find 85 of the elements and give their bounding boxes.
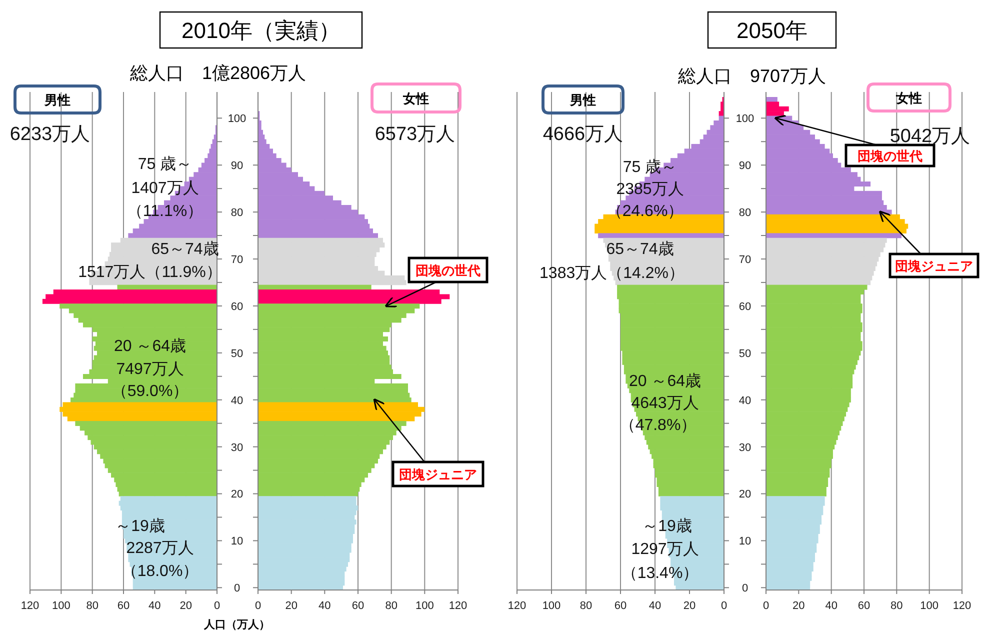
annotation: 6573万人 [374,124,456,145]
x-tick-label: 0 [720,600,728,612]
chart-subtitle: 総人口 9707万人 [676,66,826,86]
x-tick-label: 100 [52,600,70,612]
annotation: （13.4%） [621,565,699,582]
annotation: 4666万人 [542,124,624,145]
x-tick-label: 40 [318,600,331,612]
x-tick-label: 20 [792,600,805,612]
annotation: 団塊の世代 [416,263,480,278]
x-tick-label: 60 [352,600,364,612]
annotation: 20 ～64歳 [114,337,186,355]
annotation: 男性 [569,92,596,108]
x-tick-label: 100 [920,600,939,612]
x-tick-label: 0 [254,600,262,612]
annotation: 6233万人 [10,124,90,145]
y-tick-label: 40 [738,394,752,407]
annotation: （18.0%） [121,563,199,580]
y-tick-label: 40 [230,394,244,407]
annotation: ～19歳 [115,517,165,535]
y-tick-label: 50 [230,348,244,360]
chart-subtitle: 総人口 1億2806万人 [128,63,306,83]
annotation: 75 歳～ [138,155,192,173]
annotation: 5042万人 [890,126,970,147]
x-tick-label: 40 [148,600,161,612]
annotation: 団塊の世代 [858,148,922,164]
y-tick-label: 0 [742,582,748,595]
x-tick-label: 100 [415,600,434,612]
x-tick-label: 0 [762,600,770,612]
annotation: 1407万人 [131,180,199,197]
x-tick-label: 60 [858,600,870,612]
x-tick-label: 80 [580,600,592,612]
x-tick-label: 20 [180,600,192,612]
x-tick-label: 40 [825,600,838,612]
x-tick-label: 0 [214,600,220,612]
x-axis-title: 人口（万人） [203,619,270,631]
y-tick-label: 80 [230,207,244,220]
x-tick-label: 60 [117,600,130,612]
x-tick-label: 80 [86,600,98,612]
y-tick-label: 60 [738,300,752,313]
y-tick-label: 50 [738,348,752,360]
y-tick-label: 20 [738,488,752,501]
chart-title: 2050年 [736,18,808,43]
annotation: 2287万人 [126,540,194,557]
annotation: 団塊ジュニア [895,258,973,274]
x-tick-label: 120 [508,600,526,612]
annotation: 団塊ジュニア [399,467,477,482]
annotation: 65～74歳 [606,240,674,258]
x-tick-label: 80 [890,600,903,612]
annotation: 75 歳～ [622,158,678,176]
annotation: 1383万人（14.2%） [540,265,684,282]
y-tick-label: 70 [738,254,752,266]
y-tick-label: 0 [234,582,240,595]
x-tick-label: 120 [448,600,468,612]
y-tick-label: 10 [738,536,752,548]
x-tick-label: 20 [285,600,298,612]
y-tick-label: 10 [230,536,244,548]
annotation: ～19歳 [642,517,692,535]
y-tick-label: 90 [738,160,752,172]
y-tick-label: 100 [228,113,246,126]
y-tick-label: 70 [230,254,244,266]
annotation: 4643万人 [631,395,699,412]
y-tick-label: 100 [736,113,754,126]
y-tick-label: 20 [230,488,244,501]
x-tick-label: 120 [20,600,40,612]
annotation: 7497万人 [116,361,184,378]
annotation: 20 ～64歳 [628,372,702,390]
annotation: 1517万人（11.9%） [78,264,222,281]
chart-title: 2010年（実績） [182,18,340,43]
annotation: 男性 [44,92,70,108]
x-tick-label: 40 [648,600,662,612]
x-tick-label: 80 [385,600,398,612]
y-tick-label: 30 [230,442,244,454]
x-tick-label: 20 [683,600,696,612]
annotation: （59.0%） [111,383,189,400]
annotation: 1297万人 [631,541,699,558]
y-tick-label: 60 [230,300,244,313]
x-tick-label: 60 [614,600,627,612]
annotation: 女性 [402,91,429,106]
x-tick-label: 120 [952,600,972,612]
annotation: 65～74歳 [151,240,219,258]
y-tick-label: 30 [738,442,752,454]
annotation: 女性 [895,90,922,106]
x-tick-label: 100 [542,600,561,612]
y-tick-label: 90 [230,160,244,172]
y-tick-label: 80 [738,207,752,220]
